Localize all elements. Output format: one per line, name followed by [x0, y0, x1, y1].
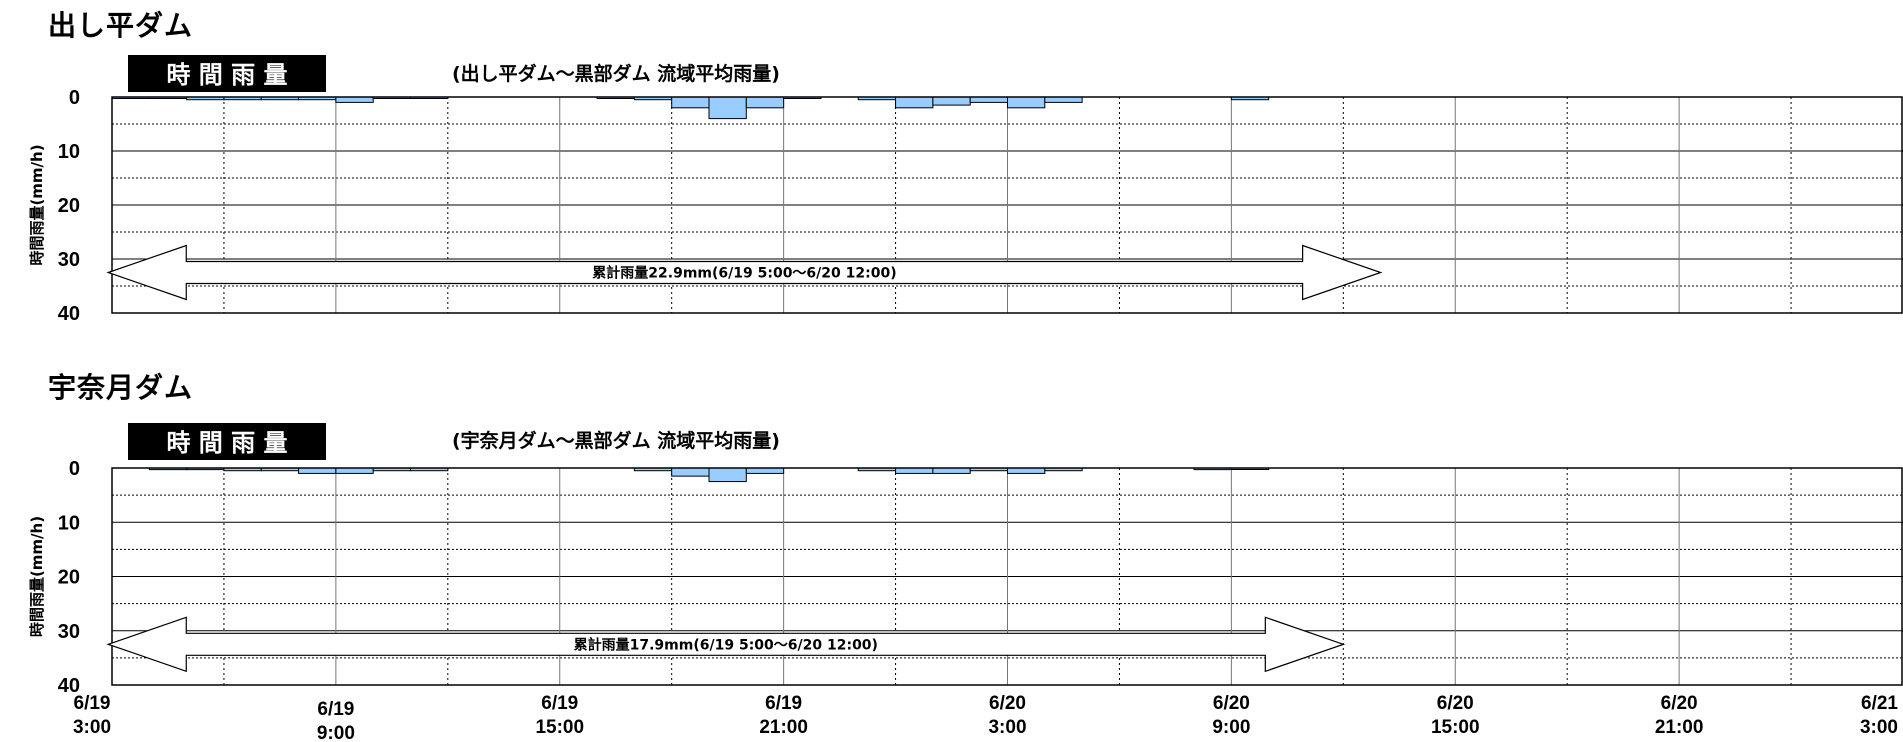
rain-bar	[1007, 467, 1046, 474]
x-tick-date: 6/21	[1861, 693, 1898, 714]
x-tick-date: 6/20	[989, 693, 1026, 714]
rain-bar	[745, 467, 785, 474]
rain-bar	[969, 96, 1008, 103]
chart-panel-1: 時 間 雨 量 (出し平ダム～黒部ダム 流域平均雨量) 0 10 20 30 40 時間雨量(…	[28, 55, 1903, 325]
x-tick-time: 3:00	[73, 717, 111, 738]
x-tick-date: 6/20	[1213, 693, 1250, 714]
x-tick-date: 6/19	[74, 693, 111, 714]
x-tick-date: 6/19	[317, 699, 354, 720]
rain-bar	[708, 467, 747, 483]
rain-bar	[335, 467, 374, 474]
y-tick-label: 0	[69, 87, 80, 109]
cumulative-arrow	[106, 244, 1383, 301]
rain-bar	[335, 96, 374, 103]
x-tick-time: 9:00	[317, 723, 355, 742]
banner-background	[128, 55, 326, 92]
chart-subtitle: (出し平ダム～黒部ダム 流域平均雨量)	[452, 62, 780, 85]
y-tick-label: 40	[58, 675, 80, 697]
dam-title-dashidaira: 出し平ダム	[48, 9, 194, 42]
y-tick-label: 0	[69, 458, 80, 480]
banner-background	[128, 423, 326, 460]
x-tick-date: 6/20	[1437, 693, 1474, 714]
y-tick-label: 40	[58, 303, 80, 325]
cumulative-rain-label: 累計雨量17.9mm(6/19 5:00～6/20 12:00)	[574, 636, 878, 653]
y-axis-label: 時間雨量(mm/h)	[28, 516, 46, 637]
x-tick-time: 3:00	[988, 717, 1026, 738]
y-tick-label: 20	[58, 567, 80, 589]
rain-bar	[1044, 96, 1083, 103]
chart-panel-2: 時 間 雨 量 (宇奈月ダム～黒部ダム 流域平均雨量) 0 10 20 30 40 時間雨量(…	[28, 423, 1903, 697]
x-tick-date: 6/19	[541, 693, 578, 714]
rain-bar	[298, 467, 337, 474]
dam-title-unazuki: 宇奈月ダム	[48, 371, 194, 404]
x-tick-date: 6/20	[1661, 693, 1698, 714]
x-axis-labels: 6/19 3:00 6/19 9:00 6/19 15:00 6/19 21:00 6/20 3:…	[73, 693, 1898, 742]
rain-bar	[895, 467, 934, 474]
y-tick-label: 10	[58, 141, 80, 163]
rain-bar	[671, 96, 710, 109]
x-tick-time: 21:00	[1655, 717, 1704, 738]
rain-bar	[895, 96, 934, 109]
cumulative-arrow	[106, 616, 1346, 673]
banner-label: 時 間 雨 量	[166, 429, 287, 457]
rain-bar	[745, 96, 785, 109]
y-tick-label: 20	[58, 195, 80, 217]
y-tick-label: 30	[58, 621, 80, 643]
rain-bar	[671, 467, 710, 477]
x-tick-time: 21:00	[759, 717, 808, 738]
x-tick-time: 3:00	[1860, 717, 1898, 738]
rain-bar	[932, 96, 971, 106]
y-tick-label: 30	[58, 249, 80, 271]
rain-bar	[932, 467, 971, 474]
y-tick-label: 10	[58, 512, 80, 534]
rain-bar	[708, 96, 747, 120]
x-tick-time: 15:00	[535, 717, 584, 738]
banner-label: 時 間 雨 量	[166, 61, 287, 89]
x-tick-time: 9:00	[1212, 717, 1250, 738]
y-axis-label: 時間雨量(mm/h)	[28, 144, 46, 265]
cumulative-rain-label: 累計雨量22.9mm(6/19 5:00～6/20 12:00)	[592, 265, 896, 282]
x-tick-date: 6/19	[765, 693, 802, 714]
plot-frame	[111, 96, 1903, 314]
x-tick-time: 15:00	[1431, 717, 1480, 738]
rain-bar	[1007, 96, 1046, 109]
chart-subtitle: (宇奈月ダム～黒部ダム 流域平均雨量)	[452, 429, 780, 452]
plot-frame	[111, 467, 1903, 686]
